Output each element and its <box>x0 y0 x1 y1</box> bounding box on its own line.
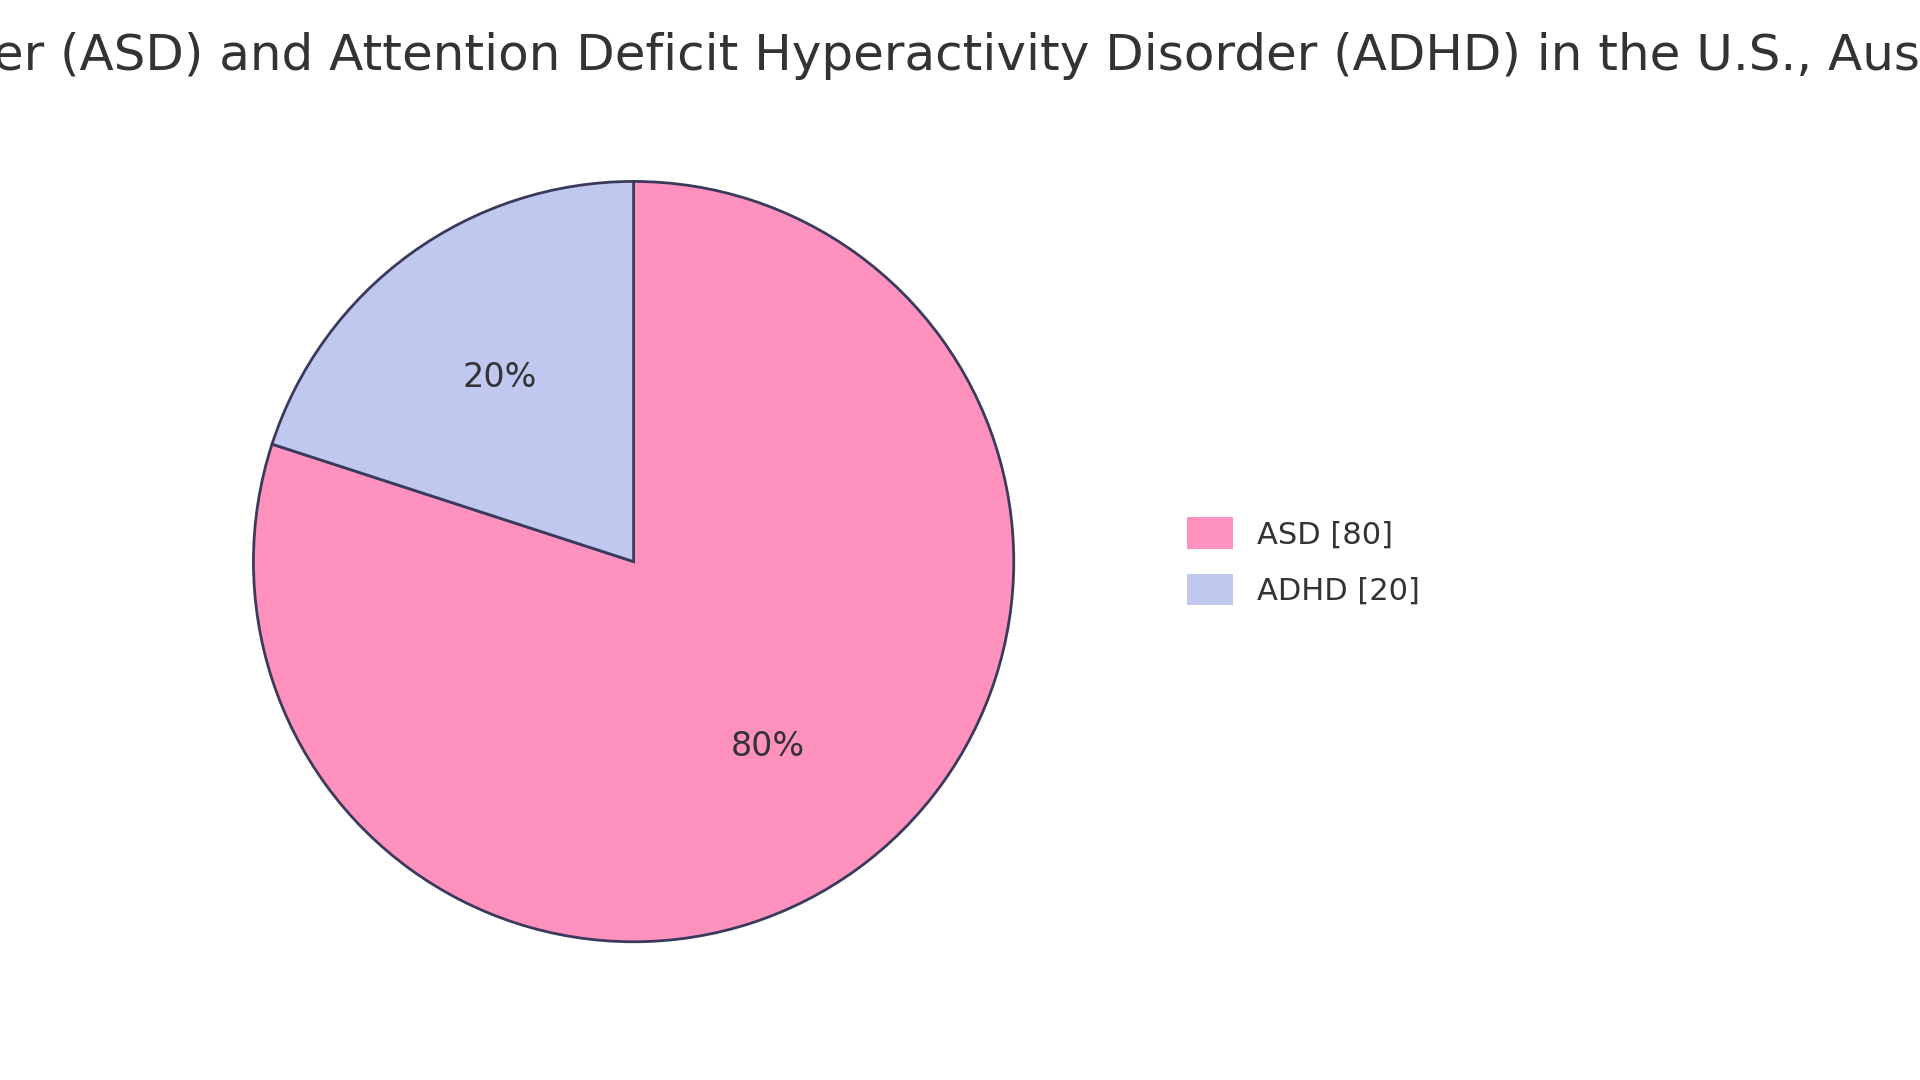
Text: 80%: 80% <box>732 730 804 762</box>
Wedge shape <box>273 181 634 562</box>
Text: Proportions of Autism Spectrum Disorder (ASD) and Attention Deficit Hyperactivit: Proportions of Autism Spectrum Disorder … <box>0 32 1920 80</box>
Wedge shape <box>253 181 1014 942</box>
Text: 20%: 20% <box>463 361 538 393</box>
Legend: ASD [80], ADHD [20]: ASD [80], ADHD [20] <box>1171 502 1436 621</box>
